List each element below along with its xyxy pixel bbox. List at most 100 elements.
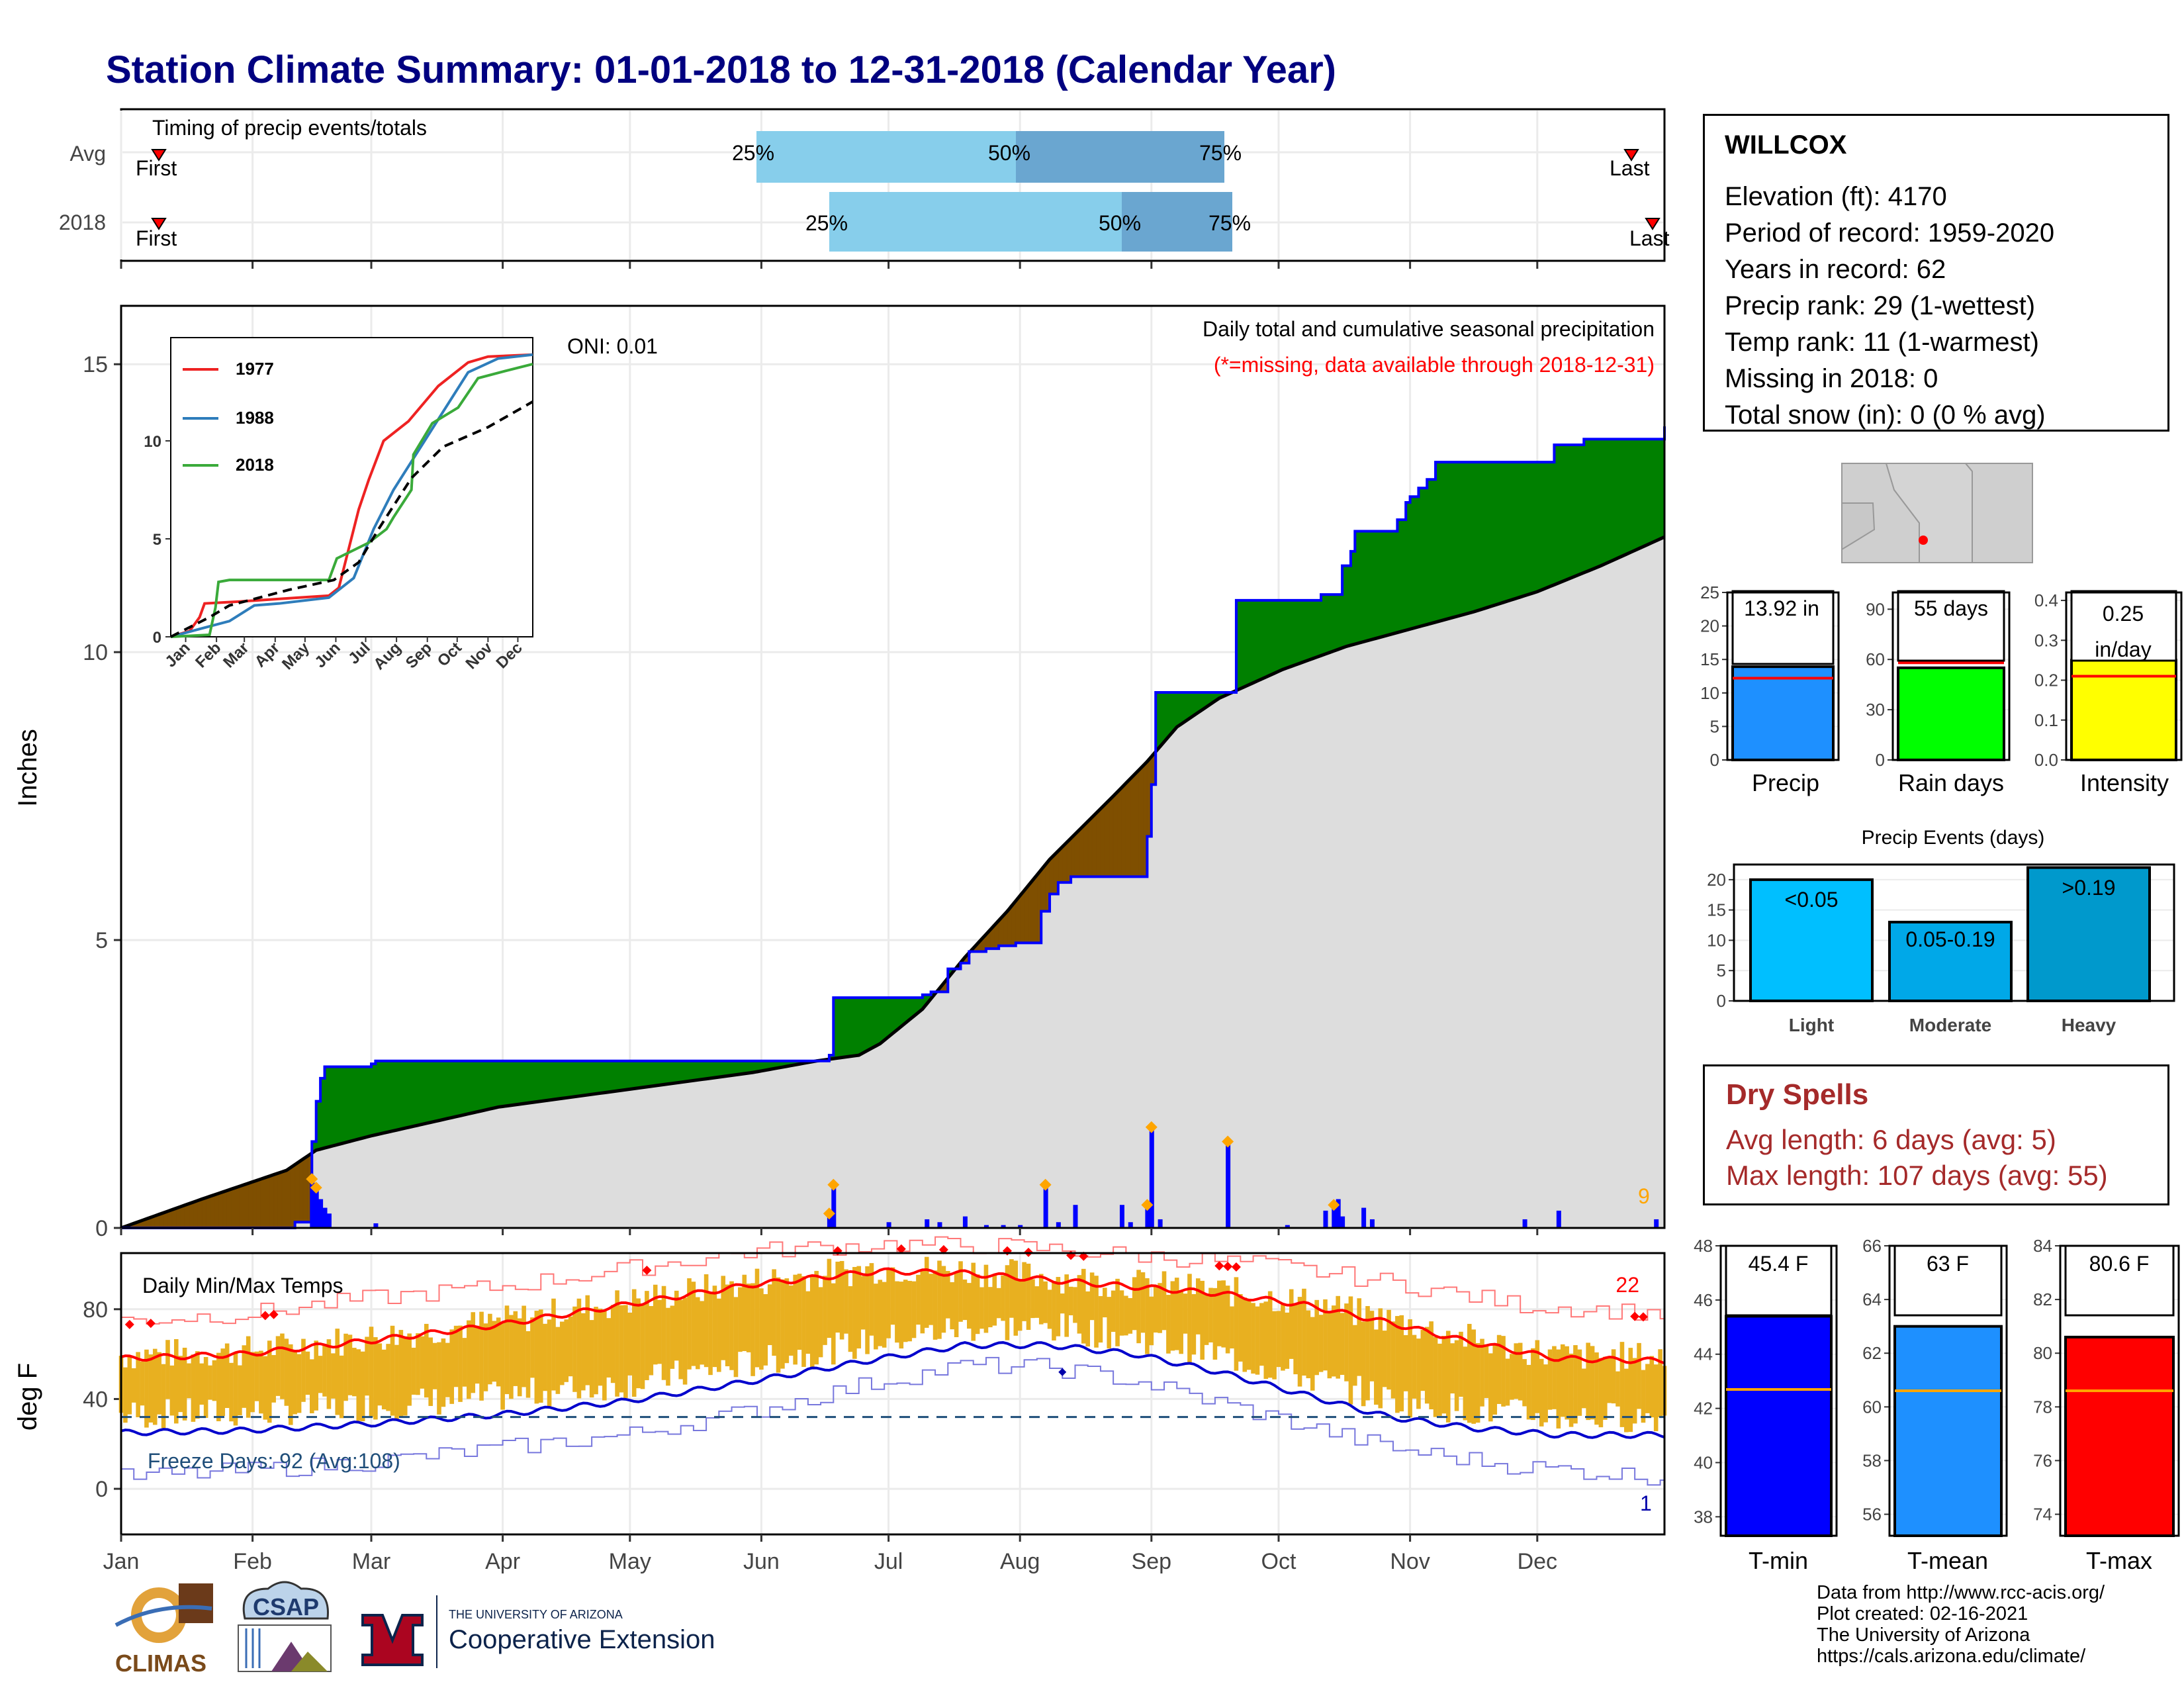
precip-ytick-label: 0 <box>95 1216 108 1241</box>
precip-surplus-fill <box>468 1060 474 1115</box>
daily-temp-bar <box>1281 1304 1285 1371</box>
precip-surplus-fill <box>1617 438 1623 559</box>
precip-surplus-fill <box>570 1060 576 1098</box>
daily-temp-bar <box>983 1264 989 1333</box>
precip-surplus-fill <box>705 1060 711 1080</box>
precip-surplus-fill <box>1600 438 1606 567</box>
precip-surplus-fill <box>527 1060 533 1103</box>
precip-surplus-fill <box>1257 600 1262 682</box>
precip-surplus-fill <box>506 1060 512 1107</box>
precip-surplus-fill <box>1333 594 1339 652</box>
month-label: Feb <box>233 1549 272 1574</box>
daily-temp-bar <box>835 1261 841 1333</box>
daily-precip-bar <box>1369 1219 1375 1228</box>
precip-surplus-fill <box>1537 461 1542 592</box>
precip-surplus-fill <box>1625 438 1631 555</box>
precip-surplus-fill <box>383 1060 389 1134</box>
daily-temp-bar <box>682 1297 688 1385</box>
precip-surplus-fill <box>1465 461 1470 615</box>
precip-surplus-fill <box>578 1060 584 1097</box>
daily-temp-bar <box>377 1343 383 1406</box>
precip-surplus-fill <box>1431 479 1436 624</box>
station-temp-rank: Temp rank: 11 (1-warmest) <box>1725 328 2039 357</box>
csap-logo: CSAP <box>238 1581 332 1672</box>
precip-total-bar <box>1731 665 1835 761</box>
q75-label-2018: 75% <box>1208 211 1251 235</box>
daily-temp-bar <box>636 1298 641 1389</box>
daily-precip-bar <box>1336 1199 1341 1228</box>
daily-temp-bar <box>602 1310 607 1401</box>
t-max-ytick-label: 84 <box>2033 1236 2052 1256</box>
precip-deficit-fill <box>290 1164 296 1229</box>
record-max-line <box>121 1236 1664 1325</box>
intensity-ytick-label: 0.2 <box>2034 671 2058 690</box>
precip-surplus-fill <box>1490 461 1496 607</box>
daily-temp-bar <box>1594 1352 1599 1425</box>
daily-temp-bar <box>246 1336 251 1418</box>
precip-surplus-fill <box>417 1060 423 1126</box>
daily-temp-bar <box>496 1317 501 1387</box>
precip-surplus-fill <box>1363 530 1369 643</box>
precip-total-ytick-label: 5 <box>1710 716 1719 736</box>
precip-surplus-fill <box>1596 438 1602 569</box>
rain-days-ytick-label: 60 <box>1866 649 1885 669</box>
daily-temp-bar <box>1183 1293 1188 1334</box>
t-max-ytick-label: 74 <box>2033 1505 2052 1524</box>
precip-surplus-fill <box>1181 692 1186 725</box>
timing-marker <box>1645 218 1661 230</box>
daily-temp-bar <box>1441 1336 1447 1414</box>
precip-surplus-fill <box>1418 487 1424 628</box>
precip-surplus-fill <box>604 1060 610 1094</box>
daily-precip-bar <box>1332 1205 1337 1228</box>
daily-temp-bar <box>365 1336 369 1396</box>
precip-surplus-fill <box>1163 692 1169 743</box>
daily-temp-bar <box>1467 1323 1472 1423</box>
daily-temp-bar <box>1212 1288 1218 1360</box>
daily-temp-bar <box>1501 1336 1506 1407</box>
daily-temp-bar <box>1145 1278 1150 1354</box>
daily-temp-bar <box>589 1320 594 1398</box>
daily-temp-bar <box>712 1286 717 1368</box>
precip-surplus-fill <box>582 1060 588 1096</box>
tmean-value-text: 63 F <box>1927 1252 1969 1276</box>
precip-surplus-fill <box>379 1060 385 1135</box>
precip-deficit-fill <box>256 1178 261 1229</box>
daily-temp-bar <box>1475 1342 1480 1423</box>
precip-surplus-fill <box>1494 461 1500 606</box>
daily-temp-bar <box>467 1320 471 1399</box>
precip-surplus-fill <box>727 1060 733 1076</box>
precip-deficit-fill <box>269 1174 275 1229</box>
daily-temp-bar <box>1518 1342 1523 1401</box>
precip-surplus-fill <box>1287 600 1292 669</box>
daily-precip-highlight <box>827 1178 840 1191</box>
daily-temp-bar <box>263 1356 268 1420</box>
daily-temp-bar <box>581 1313 586 1391</box>
precip-surplus-fill <box>371 1063 376 1137</box>
precip-surplus-fill <box>515 1060 520 1105</box>
daily-temp-bar <box>860 1276 866 1330</box>
daily-temp-bar <box>1115 1278 1120 1346</box>
daily-temp-bar <box>547 1319 552 1407</box>
daily-temp-bar <box>1531 1348 1535 1421</box>
precip-surplus-fill <box>871 997 876 1049</box>
precip-surplus-fill <box>633 1060 639 1090</box>
precip-deficit-fill <box>193 1200 198 1229</box>
precip-surplus-fill <box>1384 530 1390 637</box>
precip-surplus-fill <box>1570 444 1576 579</box>
credit-url: https://cals.arizona.edu/climate/ <box>1817 1646 2086 1667</box>
precip-surplus-fill <box>596 1060 601 1094</box>
record-high-marker <box>896 1244 906 1254</box>
temp-ytick-label: 80 <box>83 1297 108 1323</box>
temp-title: Daily Min/Max Temps <box>142 1274 343 1297</box>
precip-ytick-label: 5 <box>95 928 108 953</box>
university-of-arizona-logo: THE UNIVERSITY OF ARIZONA Cooperative Ex… <box>361 1595 715 1668</box>
daily-temp-bar <box>420 1336 425 1389</box>
precip-surplus-fill <box>1643 438 1648 547</box>
event-heavy-label: Heavy <box>2062 1015 2116 1035</box>
dry-spells-max: Max length: 107 days (avg: 55) <box>1726 1160 2108 1191</box>
daily-precip-bar <box>326 1213 332 1228</box>
precip-surplus-fill <box>591 1060 597 1095</box>
daily-temp-bar <box>352 1348 357 1397</box>
daily-temp-bar <box>725 1284 730 1366</box>
month-label: Sep <box>1132 1549 1172 1574</box>
